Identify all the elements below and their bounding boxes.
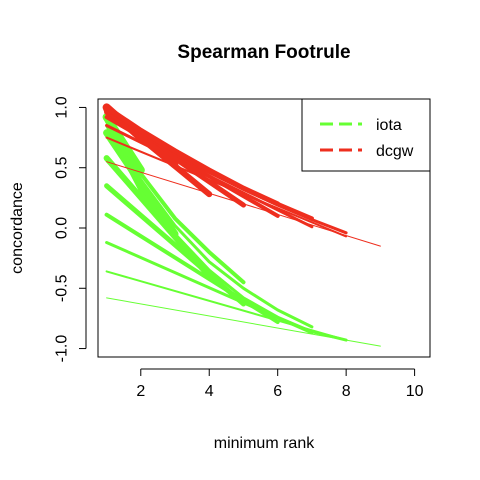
x-tick-label: 6 [273,383,282,400]
series-line-iota-4 [104,183,246,307]
series-layer [102,103,381,347]
y-tick-label: -0.5 [54,274,71,302]
series-line-dcgw-21 [104,104,281,207]
legend-label-dcgw: dcgw [376,143,414,160]
y-axis-label: concordance [9,182,26,274]
y-tick-label: 1.0 [54,96,71,118]
x-tick-label: 2 [136,383,145,400]
legend: iota dcgw [301,98,431,172]
axes-layer: 2 4 6 8 10 -1.0 -0.5 0.0 0.5 1.0 [54,96,424,400]
legend-label-iota: iota [376,117,402,134]
y-tick-label: 0.0 [54,217,71,239]
series-line-iota-9 [105,120,314,329]
chart-title: Spearman Footrule [177,42,350,63]
plot-frame [97,98,431,358]
legend-box [301,98,431,172]
y-tick-label: 0.5 [54,157,71,179]
y-tick-label: -1.0 [54,335,71,363]
x-axis-label: minimum rank [214,435,315,452]
x-tick-label: 10 [406,383,424,400]
series-line-iota-5 [103,155,213,280]
x-tick-label: 8 [342,383,351,400]
series-line-iota-3 [104,212,280,324]
x-tick-label: 4 [205,383,214,400]
series-line-iota-8 [105,124,348,342]
series-line-iota-10 [104,117,246,285]
